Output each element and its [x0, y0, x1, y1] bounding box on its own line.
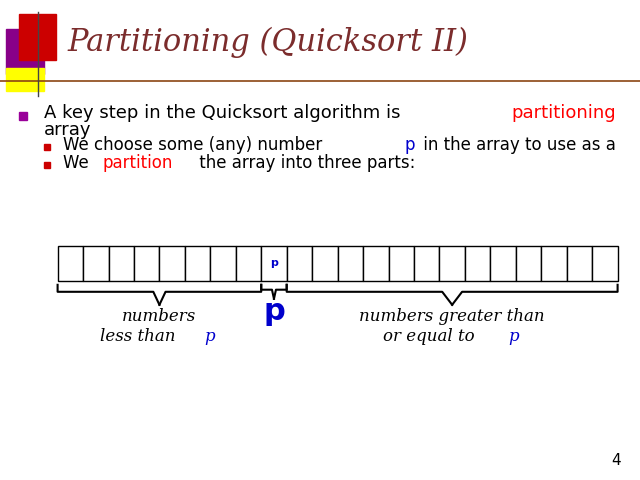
- Text: Partitioning (Quicksort II): Partitioning (Quicksort II): [67, 26, 468, 58]
- Text: p: p: [263, 297, 285, 326]
- Bar: [516, 246, 541, 281]
- Bar: [287, 246, 312, 281]
- Bar: [44, 162, 49, 168]
- Text: partitioning: partitioning: [511, 104, 616, 122]
- Text: 4: 4: [611, 453, 621, 468]
- Text: the array into three parts:: the array into three parts:: [193, 154, 415, 172]
- Bar: [465, 246, 490, 281]
- Text: p: p: [205, 328, 215, 345]
- Bar: [83, 246, 109, 281]
- Text: p: p: [404, 136, 415, 154]
- Text: A key step in the Quicksort algorithm is: A key step in the Quicksort algorithm is: [44, 104, 406, 122]
- Text: p: p: [270, 258, 278, 268]
- Bar: [58, 246, 83, 281]
- Bar: [6, 68, 44, 91]
- Bar: [134, 246, 159, 281]
- Text: numbers: numbers: [122, 308, 196, 325]
- Bar: [490, 246, 516, 281]
- Bar: [19, 14, 56, 60]
- Text: array: array: [44, 120, 91, 139]
- Bar: [388, 246, 414, 281]
- Text: p: p: [508, 328, 518, 345]
- Bar: [19, 112, 27, 120]
- Bar: [541, 246, 566, 281]
- Text: We: We: [63, 154, 93, 172]
- Bar: [44, 144, 49, 150]
- Text: in the array to use as a: in the array to use as a: [417, 136, 621, 154]
- Bar: [6, 29, 44, 74]
- Bar: [312, 246, 338, 281]
- Bar: [414, 246, 440, 281]
- Bar: [338, 246, 363, 281]
- Bar: [440, 246, 465, 281]
- Bar: [211, 246, 236, 281]
- Bar: [566, 246, 592, 281]
- Bar: [159, 246, 185, 281]
- Text: We choose some (any) number: We choose some (any) number: [63, 136, 327, 154]
- Bar: [236, 246, 261, 281]
- Text: less than: less than: [100, 328, 181, 345]
- Bar: [185, 246, 211, 281]
- Text: or equal to: or equal to: [383, 328, 479, 345]
- Bar: [592, 246, 618, 281]
- Text: numbers greater than: numbers greater than: [359, 308, 545, 325]
- Text: partition: partition: [102, 154, 173, 172]
- Bar: [261, 246, 287, 281]
- Bar: [109, 246, 134, 281]
- Bar: [363, 246, 388, 281]
